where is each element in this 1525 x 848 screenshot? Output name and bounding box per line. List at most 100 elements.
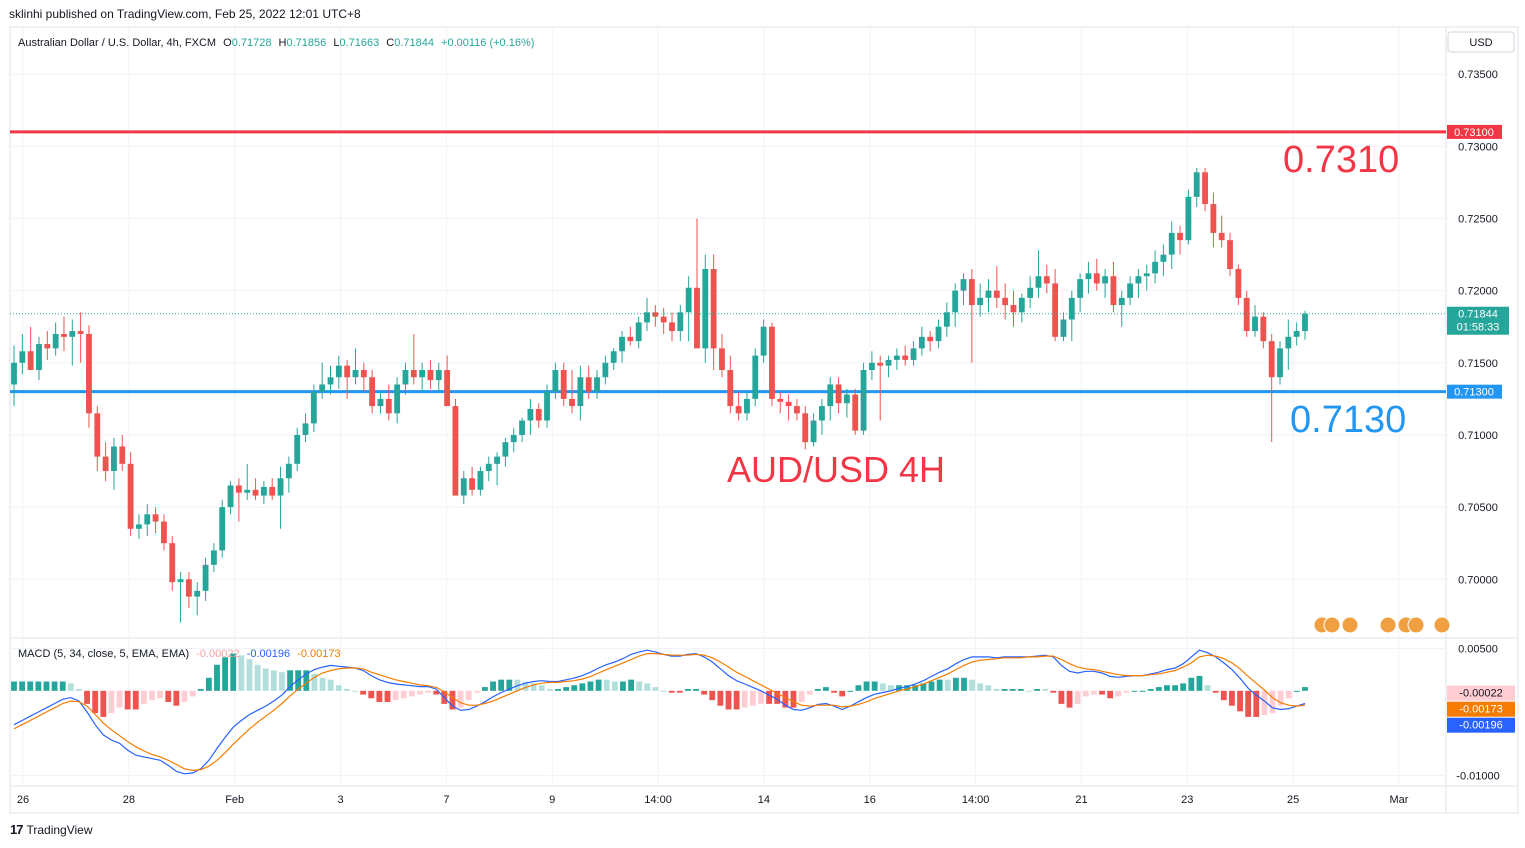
time-tick-label: 14:00 (962, 794, 990, 806)
au-flag-icon[interactable] (1341, 616, 1359, 634)
candle (885, 355, 892, 378)
candle (1260, 312, 1267, 349)
price-tick-label: 0.70000 (1458, 574, 1498, 586)
candle (552, 362, 559, 399)
signal-value: -0.00173 (297, 648, 340, 660)
candle (302, 413, 309, 443)
time-tick-label: 7 (443, 794, 449, 806)
candle (1177, 225, 1183, 255)
time-tick-label: 25 (1287, 794, 1299, 806)
candle (502, 437, 509, 467)
histogram-bar (1155, 687, 1162, 691)
time-tick-label: Mar (1390, 794, 1409, 806)
candle (252, 478, 259, 500)
close-value: 0.71844 (394, 37, 434, 49)
histogram-bar (157, 690, 164, 699)
au-flag-icon[interactable] (1407, 616, 1425, 634)
candle (544, 384, 550, 428)
histogram-bar (1001, 688, 1008, 691)
candle (127, 452, 134, 536)
candle (319, 362, 326, 399)
histogram-bar (408, 690, 415, 697)
candle (452, 398, 459, 496)
candle (510, 427, 517, 453)
us-flag-icon[interactable] (1433, 616, 1451, 634)
open-value: 0.71728 (232, 37, 272, 49)
histogram-bar (1172, 685, 1179, 691)
histogram-bar (969, 679, 976, 691)
time-tick-label: 14 (758, 794, 770, 806)
histogram-bar (701, 690, 708, 695)
currency-button[interactable] (1447, 31, 1515, 53)
histogram-bar (538, 685, 545, 691)
histogram-bar (571, 685, 578, 691)
price-axis[interactable]: 0.73500 0.73000 0.72500 0.72000 0.71500 0.710… (1458, 69, 1498, 586)
high-value: 0.71856 (286, 37, 326, 49)
candle (660, 307, 667, 334)
candle (968, 269, 975, 363)
histogram-bar (644, 683, 651, 691)
candle (77, 312, 84, 363)
candle (360, 362, 367, 392)
candle (877, 355, 884, 421)
candle (902, 345, 909, 366)
histogram-bar (863, 681, 870, 691)
histogram-bar (327, 679, 334, 691)
economic-events[interactable] (1313, 616, 1451, 634)
histogram-bar (790, 690, 797, 708)
tradingview-logo[interactable]: 17 TradingView (10, 822, 93, 837)
histogram-bar (1139, 690, 1146, 692)
histogram-bar (384, 690, 391, 703)
histogram-bar (392, 690, 399, 701)
footer-brand: TradingView (26, 822, 93, 837)
histogram-bar (1026, 690, 1032, 692)
bar-countdown: 01:58:33 (1457, 322, 1500, 334)
histogram-bar (725, 690, 732, 710)
currency-label: USD (1469, 37, 1492, 49)
candle (69, 319, 76, 366)
histogram-bar (27, 681, 34, 691)
candle (652, 305, 659, 327)
candle (644, 297, 650, 332)
histogram-bar (1277, 690, 1284, 706)
histogram-bar (230, 653, 237, 691)
histogram-bar (279, 672, 285, 691)
histogram-bar (587, 681, 594, 691)
histogram-bar (1261, 690, 1268, 716)
candle (94, 406, 101, 472)
candle (843, 388, 850, 418)
svg-text:0.71300: 0.71300 (1454, 387, 1494, 399)
histogram-bar (205, 677, 212, 691)
svg-text:0.73100: 0.73100 (1454, 127, 1494, 139)
candle (227, 481, 234, 515)
candle (1252, 305, 1258, 337)
candle (802, 406, 809, 450)
red-level-label: 0.73100 (1447, 124, 1502, 139)
macd-line (13, 649, 1306, 775)
histogram-bar (116, 690, 123, 708)
candle (169, 535, 176, 591)
histogram-bar (1066, 690, 1073, 708)
candle (918, 326, 925, 356)
histogram-bar (814, 688, 821, 691)
candle (569, 370, 575, 414)
candle (577, 365, 584, 421)
us-flag-icon[interactable] (1323, 616, 1341, 634)
last-price-label: 0.71844 01:58:33 (1447, 306, 1509, 335)
candle (627, 326, 634, 346)
candle (594, 370, 600, 399)
time-axis[interactable]: 26 28 Feb 3 7 9 14:00 14 16 14:00 21 23 25 Mar (17, 794, 1409, 806)
histogram-bar (417, 690, 423, 695)
candle (1277, 341, 1283, 385)
tradingview-logo-icon: 17 (10, 822, 24, 837)
macd-axis[interactable]: 0.00500 -0.01000 (1456, 643, 1499, 782)
candle (935, 319, 942, 349)
us-flag-icon[interactable] (1379, 616, 1397, 634)
publish-info: sklinhi published on TradingView.com, Fe… (9, 7, 361, 21)
candle (1018, 293, 1025, 323)
candle (285, 456, 292, 493)
candle (1077, 273, 1084, 313)
histogram-bar (1180, 683, 1187, 691)
signal-line (13, 653, 1306, 772)
